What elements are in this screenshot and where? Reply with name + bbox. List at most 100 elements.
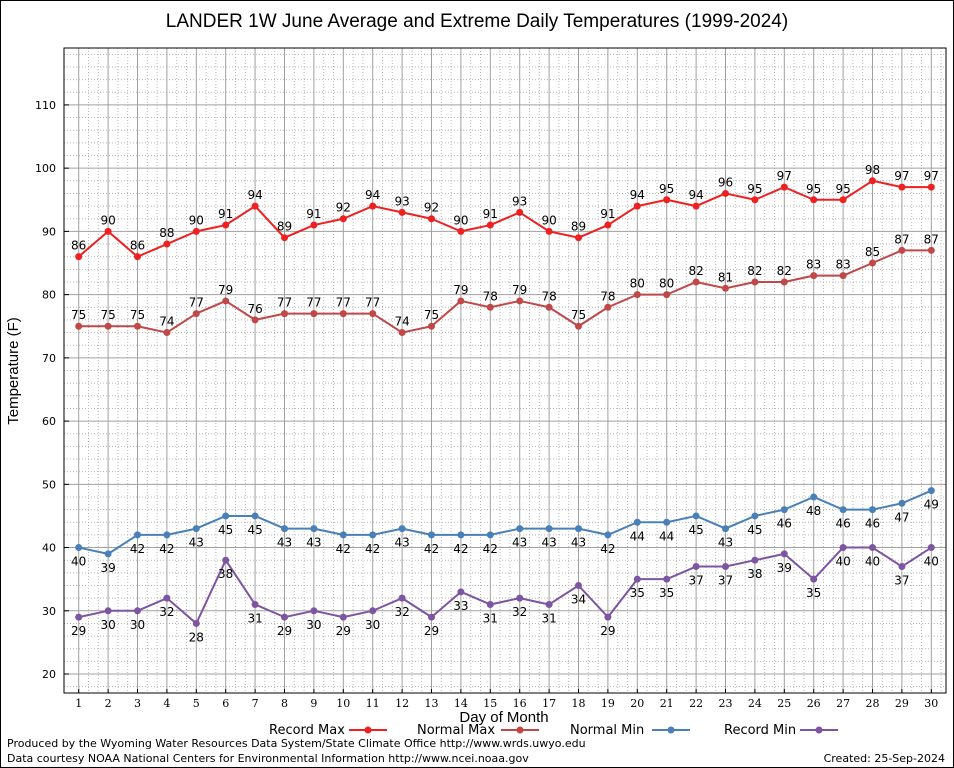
normal-max-data-label: 79 [453, 283, 468, 297]
record-max-data-label: 91 [218, 207, 233, 221]
normal-min-data-label: 47 [894, 510, 909, 524]
normal-max-data-label: 75 [424, 308, 439, 322]
normal-min-data-label: 43 [306, 536, 321, 550]
normal-max-data-label: 75 [571, 308, 586, 322]
record-max-point [780, 183, 788, 191]
x-tick-label: 28 [866, 697, 880, 710]
record-min-point [604, 613, 612, 621]
record-max-data-label: 92 [424, 201, 439, 215]
normal-min-point [339, 531, 347, 539]
record-max-line [78, 179, 932, 258]
record-min-data-label: 31 [541, 611, 556, 625]
normal-max-data-label: 75 [71, 308, 86, 322]
record-min-data-label: 34 [571, 593, 586, 607]
normal-max-data-label: 81 [718, 270, 733, 284]
y-tick-label: 30 [42, 605, 56, 618]
record-max-point [251, 202, 259, 210]
record-max-data-label: 86 [71, 239, 86, 253]
normal-min-data-label: 44 [659, 529, 674, 543]
normal-max-point [398, 329, 406, 337]
record-min-data-label: 29 [424, 624, 439, 638]
record-max-data-label: 98 [865, 163, 880, 177]
normal-max-point [516, 297, 524, 305]
normal-max-data-label: 78 [600, 289, 615, 303]
record-max-point [163, 240, 171, 248]
record-max-point [633, 202, 641, 210]
normal-max-data-label: 80 [659, 277, 674, 291]
normal-min-point [310, 525, 318, 533]
normal-min-point [722, 525, 729, 533]
major-grid [64, 48, 946, 693]
record-max-data-label: 92 [336, 201, 351, 215]
record-min-data-label: 29 [600, 624, 615, 638]
normal-max-data-label: 78 [483, 289, 498, 303]
record-min-data-label: 37 [894, 574, 909, 588]
normal-min-data-label: 39 [100, 561, 115, 575]
normal-min-data-label: 43 [512, 536, 527, 550]
normal-min-point [692, 512, 700, 520]
record-max-data-label: 93 [512, 194, 527, 208]
record-max-data-label: 90 [541, 213, 556, 227]
normal-min-point [281, 525, 288, 533]
series-layer: 86 90 86 88 90 91 94 89 91 92 94 93 92 90 91 93 90 89 91 94… [71, 163, 939, 645]
y-tick-label: 110 [35, 99, 56, 112]
normal-max-data-label: 77 [189, 296, 204, 310]
record-min-data-label: 39 [777, 561, 792, 575]
normal-max-data-label: 82 [688, 264, 703, 278]
record-min-point [339, 613, 347, 621]
normal-max-point [751, 278, 759, 286]
record-min-data-label: 30 [130, 618, 145, 632]
normal-max-point [927, 246, 935, 254]
x-tick-label: 1 [75, 697, 82, 710]
x-tick-label: 7 [252, 697, 259, 710]
legend-label-record-min: Record Min [724, 723, 796, 738]
record-max-data-label: 93 [394, 194, 409, 208]
normal-max-point [869, 259, 876, 267]
legend-marker-normal-min [667, 726, 675, 734]
normal-min-point [104, 550, 112, 558]
record-max-data-label: 88 [159, 226, 174, 240]
record-max-data-label: 95 [806, 182, 821, 196]
record-min-data-label: 29 [336, 624, 351, 638]
record-min-point [810, 575, 818, 583]
record-min-data-label: 37 [688, 574, 703, 588]
normal-max-point [75, 322, 83, 330]
legend-label-normal-max: Normal Max [417, 723, 495, 738]
record-max-data-label: 94 [247, 188, 262, 202]
record-max-point [222, 221, 230, 229]
normal-max-point [134, 322, 141, 330]
record-min-point [839, 544, 847, 552]
record-min-data-label: 37 [718, 574, 733, 588]
minor-grid [64, 48, 946, 693]
record-max-point [663, 196, 671, 204]
normal-max-data-label: 85 [865, 245, 880, 259]
record-max-point [339, 215, 347, 223]
x-tick-label: 19 [601, 697, 615, 710]
normal-min-point [575, 525, 582, 533]
x-tick-label: 18 [572, 697, 586, 710]
normal-max-point [545, 303, 553, 311]
legend-marker-normal-max [516, 726, 524, 734]
record-max-point [575, 234, 582, 242]
record-min-point [722, 563, 729, 571]
record-max-point [428, 215, 435, 223]
y-tick-label: 60 [42, 415, 56, 428]
normal-min-point [516, 525, 524, 533]
record-max-data-label: 97 [924, 169, 939, 183]
normal-max-data-label: 87 [894, 232, 909, 246]
normal-min-point [839, 506, 847, 514]
record-min-point [869, 544, 876, 552]
normal-max-point [633, 291, 641, 299]
record-min-data-label: 38 [218, 567, 233, 581]
record-min-data-label: 29 [71, 624, 86, 638]
normal-min-data-label: 45 [218, 523, 233, 537]
record-min-point [163, 594, 171, 602]
record-max-data-label: 95 [747, 182, 762, 196]
normal-min-data-label: 42 [424, 542, 439, 556]
record-max-data-label: 89 [571, 220, 586, 234]
record-max-data-label: 94 [630, 188, 645, 202]
record-min-data-label: 31 [247, 611, 262, 625]
record-min-data-label: 40 [924, 555, 939, 569]
chart-title: LANDER 1W June Average and Extreme Daily… [166, 11, 788, 32]
